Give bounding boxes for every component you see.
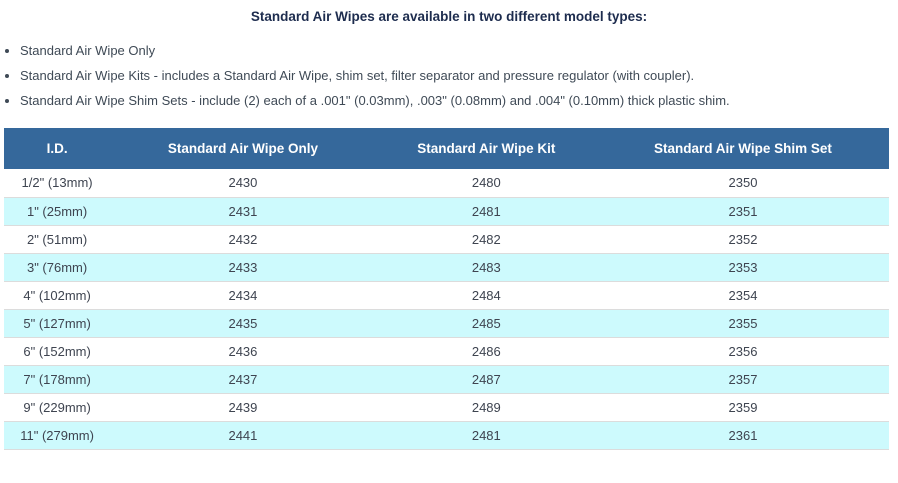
table-row: 7" (178mm) 2437 2487 2357 bbox=[4, 365, 889, 394]
cell-id: 7" (178mm) bbox=[4, 365, 111, 394]
cell-shim-set: 2350 bbox=[596, 169, 889, 198]
table-row: 3" (76mm) 2433 2483 2353 bbox=[4, 253, 889, 282]
column-header-shim-set: Standard Air Wipe Shim Set bbox=[596, 128, 889, 169]
model-number-table: I.D. Standard Air Wipe Only Standard Air… bbox=[4, 128, 889, 450]
cell-wipe-only: 2436 bbox=[110, 337, 376, 366]
cell-wipe-kit: 2487 bbox=[375, 365, 597, 394]
cell-wipe-only: 2433 bbox=[110, 253, 376, 282]
table-row: 6" (152mm) 2436 2486 2356 bbox=[4, 337, 889, 366]
cell-wipe-only: 2432 bbox=[110, 225, 376, 254]
cell-id: 9" (229mm) bbox=[4, 393, 111, 422]
cell-wipe-kit: 2489 bbox=[375, 393, 597, 422]
cell-wipe-kit: 2481 bbox=[375, 421, 597, 450]
cell-id: 3" (76mm) bbox=[4, 253, 111, 282]
model-types-list: Standard Air Wipe Only Standard Air Wipe… bbox=[0, 38, 898, 113]
table-row: 9" (229mm) 2439 2489 2359 bbox=[4, 393, 889, 422]
cell-wipe-only: 2437 bbox=[110, 365, 376, 394]
cell-shim-set: 2357 bbox=[596, 365, 889, 394]
cell-shim-set: 2351 bbox=[596, 197, 889, 226]
cell-id: 11" (279mm) bbox=[4, 421, 111, 450]
cell-id: 2" (51mm) bbox=[4, 225, 111, 254]
cell-shim-set: 2353 bbox=[596, 253, 889, 282]
list-item-wipe-only: Standard Air Wipe Only bbox=[20, 38, 898, 63]
list-item-shim-sets: Standard Air Wipe Shim Sets - include (2… bbox=[20, 88, 898, 113]
table-row: 2" (51mm) 2432 2482 2352 bbox=[4, 225, 889, 254]
cell-wipe-only: 2434 bbox=[110, 281, 376, 310]
cell-wipe-kit: 2483 bbox=[375, 253, 597, 282]
column-header-id: I.D. bbox=[4, 128, 111, 169]
cell-id: 1/2" (13mm) bbox=[4, 169, 111, 198]
cell-wipe-only: 2441 bbox=[110, 421, 376, 450]
table-row: 1" (25mm) 2431 2481 2351 bbox=[4, 197, 889, 226]
table-row: 11" (279mm) 2441 2481 2361 bbox=[4, 421, 889, 450]
page-title: Standard Air Wipes are available in two … bbox=[250, 9, 648, 24]
column-header-wipe-only: Standard Air Wipe Only bbox=[110, 128, 376, 169]
cell-id: 5" (127mm) bbox=[4, 309, 111, 338]
cell-wipe-only: 2439 bbox=[110, 393, 376, 422]
cell-wipe-kit: 2482 bbox=[375, 225, 597, 254]
cell-wipe-kit: 2480 bbox=[375, 169, 597, 198]
cell-shim-set: 2352 bbox=[596, 225, 889, 254]
cell-shim-set: 2355 bbox=[596, 309, 889, 338]
cell-shim-set: 2361 bbox=[596, 421, 889, 450]
cell-shim-set: 2354 bbox=[596, 281, 889, 310]
cell-shim-set: 2356 bbox=[596, 337, 889, 366]
cell-shim-set: 2359 bbox=[596, 393, 889, 422]
cell-wipe-only: 2435 bbox=[110, 309, 376, 338]
cell-wipe-kit: 2486 bbox=[375, 337, 597, 366]
cell-id: 4" (102mm) bbox=[4, 281, 111, 310]
cell-wipe-kit: 2485 bbox=[375, 309, 597, 338]
table-row: 4" (102mm) 2434 2484 2354 bbox=[4, 281, 889, 310]
table-header-row: I.D. Standard Air Wipe Only Standard Air… bbox=[4, 128, 889, 169]
table-row: 1/2" (13mm) 2430 2480 2350 bbox=[4, 169, 889, 198]
list-item-wipe-kits: Standard Air Wipe Kits - includes a Stan… bbox=[20, 63, 898, 88]
cell-wipe-kit: 2484 bbox=[375, 281, 597, 310]
cell-id: 1" (25mm) bbox=[4, 197, 111, 226]
column-header-wipe-kit: Standard Air Wipe Kit bbox=[375, 128, 597, 169]
table-row: 5" (127mm) 2435 2485 2355 bbox=[4, 309, 889, 338]
cell-wipe-only: 2430 bbox=[110, 169, 376, 198]
product-info-section: Standard Air Wipes are available in two … bbox=[0, 0, 898, 450]
cell-wipe-only: 2431 bbox=[110, 197, 376, 226]
cell-id: 6" (152mm) bbox=[4, 337, 111, 366]
cell-wipe-kit: 2481 bbox=[375, 197, 597, 226]
